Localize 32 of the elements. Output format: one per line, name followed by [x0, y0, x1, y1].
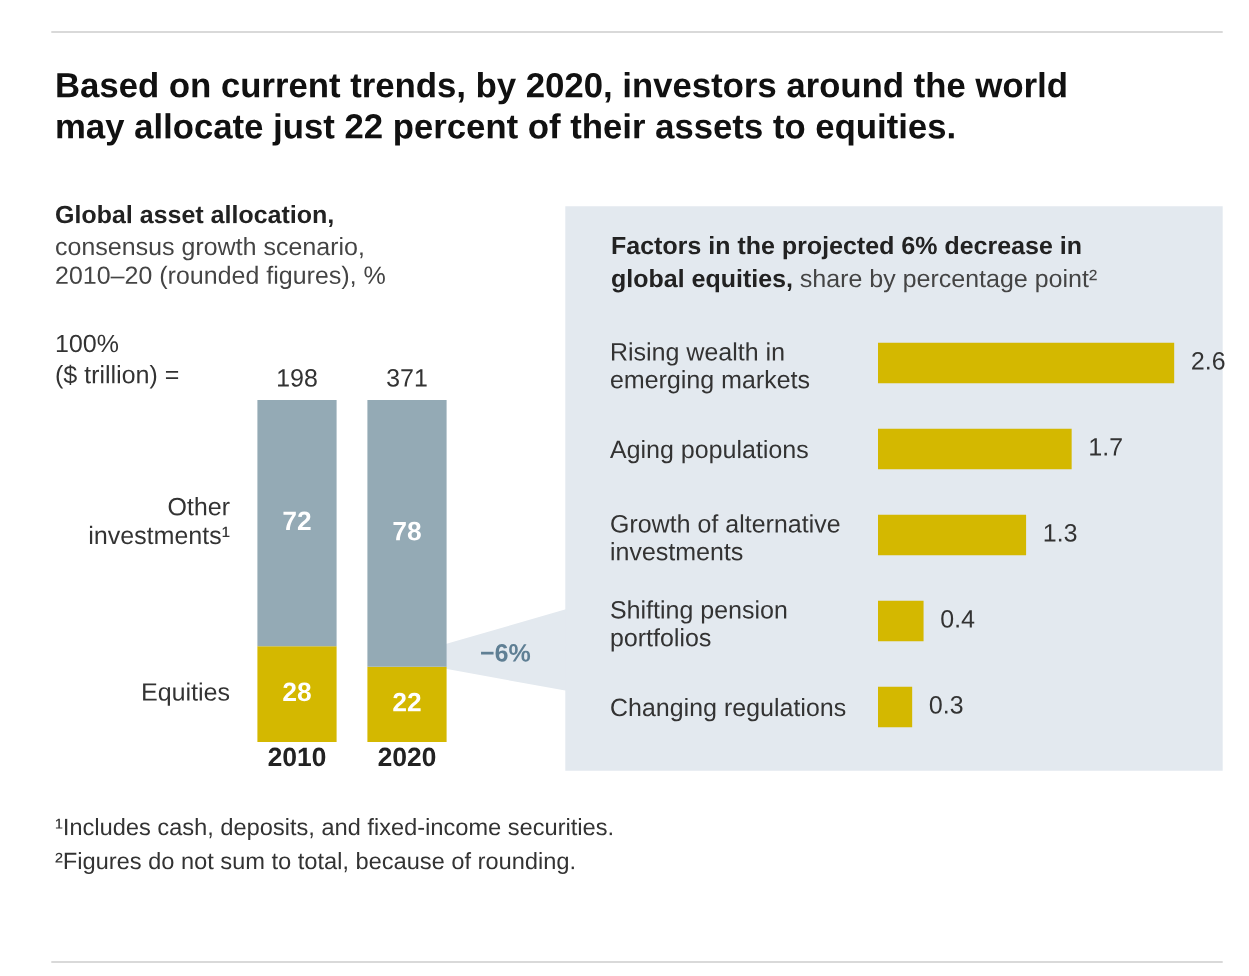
text: 100% ($ trillion) =	[56, 334, 179, 389]
bar	[878, 428, 1072, 470]
data-label: 78	[393, 521, 421, 541]
data-label: 1.3	[1044, 524, 1077, 542]
x-tick-label: 2010	[268, 747, 326, 767]
y-tick-label: Changing regulations	[611, 697, 846, 722]
y-tick-label: Aging populations	[610, 439, 808, 464]
text: ¹Includes cash, deposits, and fixed-income securities.	[55, 818, 612, 841]
bar	[878, 514, 1027, 556]
annotation: 198	[278, 369, 317, 387]
y-tick-label: Growth of alternative investments	[611, 514, 840, 561]
chart-subtitle: Global asset allocation, consensus growth scenario, 2010–20 (rounded figures), %	[56, 205, 385, 290]
y-tick-label: Shifting pension portfolios	[611, 600, 787, 652]
annotation: 371	[387, 369, 427, 387]
bar	[878, 600, 924, 642]
bar	[878, 686, 913, 728]
series-label: Equities	[143, 682, 230, 706]
data-label: 22	[393, 692, 421, 712]
data-label: 72	[283, 511, 311, 530]
text: −6%	[481, 644, 531, 662]
chart-title: Factors in the projected 6% decrease in global equities, share by percentage point²	[612, 236, 1097, 293]
data-label: 0.4	[941, 610, 975, 628]
series-label: Other investments¹	[89, 497, 230, 545]
text: ²Figures do not sum to total, because of rounding.	[55, 852, 574, 875]
data-label: 0.3	[929, 696, 963, 714]
x-tick-label: 2020	[378, 747, 436, 767]
data-label: 1.7	[1090, 438, 1122, 456]
y-tick-label: Rising wealth in emerging markets	[611, 342, 810, 394]
data-label: 2.6	[1192, 352, 1225, 370]
data-label: 28	[283, 682, 311, 702]
text: Based on current trends, by 2020, investors around the world may allocate just 22 percent of their assets to equities.	[57, 72, 1066, 146]
bar	[878, 342, 1175, 384]
